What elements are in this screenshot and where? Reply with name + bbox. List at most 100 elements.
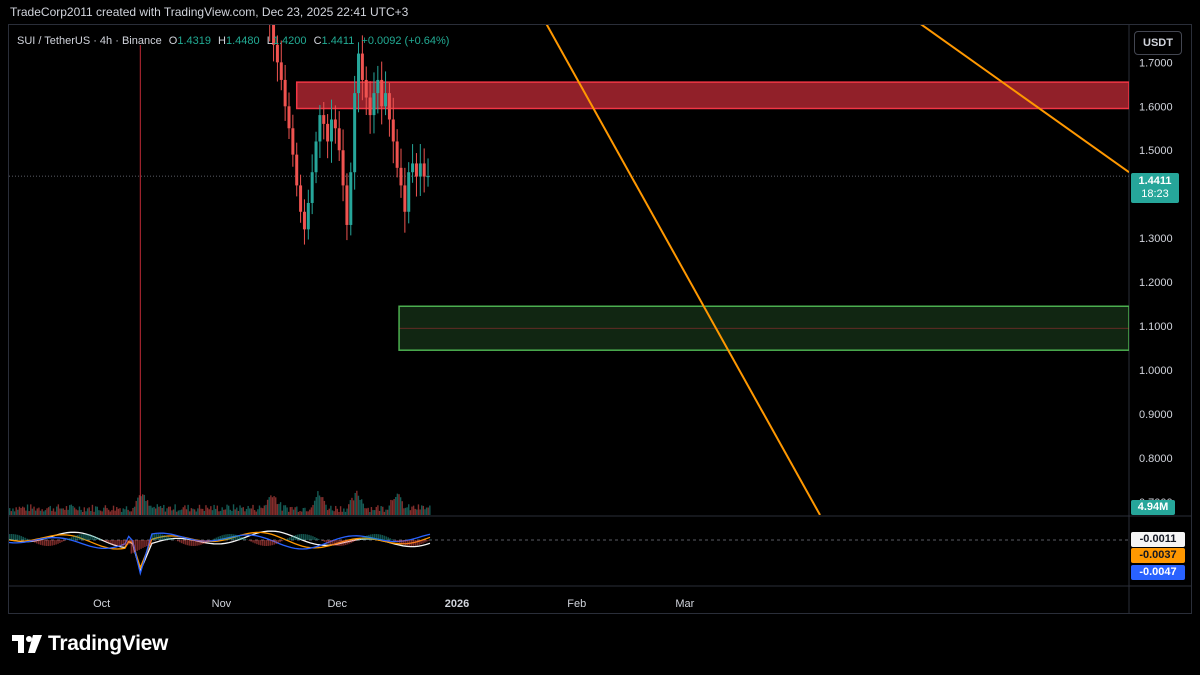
volume-bar (177, 510, 180, 515)
volume-bar (12, 508, 14, 515)
oscillator-histogram-bar (258, 540, 260, 545)
candle-body (310, 172, 314, 203)
volume-bar (294, 507, 296, 515)
volume-bar (38, 507, 40, 515)
volume-bar (265, 504, 267, 515)
currency-button[interactable]: USDT (1134, 31, 1182, 55)
volume-bar (255, 511, 257, 515)
price-axis[interactable]: 1.70001.60001.50001.40001.30001.20001.10… (1139, 57, 1173, 508)
volume-bar (189, 511, 191, 515)
volume-bar (247, 505, 249, 515)
oscillator-histogram-bar (194, 540, 196, 546)
candle-body (407, 172, 411, 212)
volume-bar (360, 499, 363, 515)
volume-bar (335, 505, 337, 515)
time-tick-label: Nov (212, 598, 232, 610)
symbol-legend[interactable]: SUI / TetherUS · 4h · Binance O1.4319 H1… (17, 35, 449, 47)
volume-bar (104, 505, 107, 515)
oscillator-histogram-bar (333, 540, 335, 546)
volume-bar (313, 500, 316, 515)
low-label: L (266, 35, 273, 47)
volume-bar (273, 496, 275, 515)
volume-bar (36, 508, 38, 515)
volume-bar (232, 504, 235, 515)
volume-bar (192, 508, 194, 515)
volume-bar (129, 511, 131, 515)
oscillator-histogram-bar (66, 539, 69, 540)
candle-body (360, 53, 364, 80)
volume-bar (94, 506, 97, 515)
volume-bar (179, 510, 181, 515)
volume-bar (421, 505, 423, 515)
oscillator-histogram-bar (424, 540, 426, 543)
volume-bar (227, 505, 230, 515)
oscillator-histogram-bar (343, 540, 345, 546)
oscillator-histogram-bar (375, 534, 378, 540)
oscillator-histogram-bar (140, 540, 142, 549)
volume-bar (351, 497, 353, 515)
volume-bar (31, 508, 34, 515)
oscillator-histogram-bar (372, 534, 374, 540)
volume-bar (215, 508, 217, 515)
symbol-name[interactable]: SUI / TetherUS · 4h · Binance (17, 35, 162, 47)
volume-bar (408, 504, 410, 515)
volume-bar (124, 509, 126, 515)
time-axis[interactable]: Oct Nov Dec 2026 Feb Mar (93, 598, 695, 610)
oscillator-histogram-bar (370, 534, 372, 540)
oscillator-histogram-bar (86, 534, 88, 540)
volume-bar (291, 506, 293, 515)
oscillator-histogram-bar (204, 540, 206, 544)
volume-bar (357, 495, 360, 515)
volume-bar (398, 494, 400, 515)
volume-bar (198, 504, 201, 515)
volume-bar (44, 510, 47, 515)
oscillator-histogram-bar (229, 534, 231, 540)
oscillator-histogram-bar (53, 540, 55, 546)
oscillator-histogram-bar (360, 537, 362, 540)
volume-bar (127, 509, 129, 515)
oscillator-histogram-bar (325, 540, 328, 543)
volume-bar (270, 495, 272, 515)
price-chart[interactable]: 1.70001.60001.50001.40001.30001.20001.10… (0, 0, 1200, 614)
volume-bar (249, 508, 251, 515)
oscillator-histogram-bar (144, 540, 146, 547)
oscillator-histogram-bar (149, 540, 152, 545)
volume-bar (419, 509, 421, 515)
volume-bar (10, 511, 13, 515)
volume-bar (117, 508, 120, 515)
volume-bar (356, 490, 358, 515)
volume-bar (289, 507, 292, 515)
last-price-value: 1.4411 (1138, 175, 1172, 187)
volume-bar (317, 491, 319, 515)
volume-bar (135, 500, 137, 515)
price-tick-label: 1.6000 (1139, 101, 1173, 113)
volume-bar (328, 508, 330, 515)
oscillator-histogram-bar (57, 540, 59, 544)
oscillator-histogram-bar (70, 537, 73, 540)
candle-body (387, 93, 391, 120)
brand[interactable]: TradingView (12, 632, 168, 656)
volume-bar (15, 507, 17, 515)
oscillator-histogram-bar (196, 540, 198, 546)
candle-body (287, 106, 291, 129)
candle-body (268, 10, 271, 23)
volume-badge: 4.94M (1131, 500, 1175, 515)
volume-bar (422, 505, 425, 515)
oscillator-histogram-bar (279, 540, 281, 543)
oscillator-histogram-bar (63, 540, 65, 542)
trendlines-layer[interactable] (519, 0, 1129, 515)
volume-bar (164, 511, 167, 515)
oscillator-histogram-bar (146, 540, 148, 547)
volume-bar (65, 506, 68, 515)
oscillator-histogram-bar (18, 535, 21, 540)
oscillator-histogram-bar (119, 540, 121, 546)
volume-bar (417, 504, 420, 515)
oscillator-histogram-bar (121, 540, 123, 546)
oscillator-histogram-bar (51, 540, 53, 546)
volume-bar (26, 504, 29, 515)
oscillator-histogram-bar (368, 534, 370, 540)
oscillator-histogram-bar (171, 538, 173, 540)
candle-body (368, 97, 372, 116)
volume-bar (64, 509, 66, 515)
oscillator-histogram-bar (34, 540, 36, 543)
